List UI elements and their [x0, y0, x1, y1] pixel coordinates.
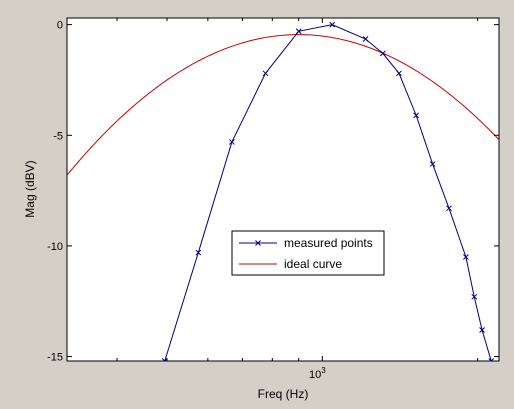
x-tick-label: 103	[309, 366, 326, 381]
y-tick-label: -5	[53, 130, 63, 142]
y-tick-label: -15	[47, 352, 63, 364]
y-tick-label: -10	[47, 241, 63, 253]
legend-label-ideal: ideal curve	[284, 257, 342, 271]
plot-area	[67, 18, 499, 361]
y-tick-label: 0	[57, 20, 63, 32]
y-axis-label: Mag (dBV)	[23, 160, 37, 217]
legend-label-measured: measured points	[284, 236, 373, 250]
legend: measured points ideal curve	[232, 231, 384, 275]
x-axis-label: Freq (Hz)	[258, 387, 309, 401]
